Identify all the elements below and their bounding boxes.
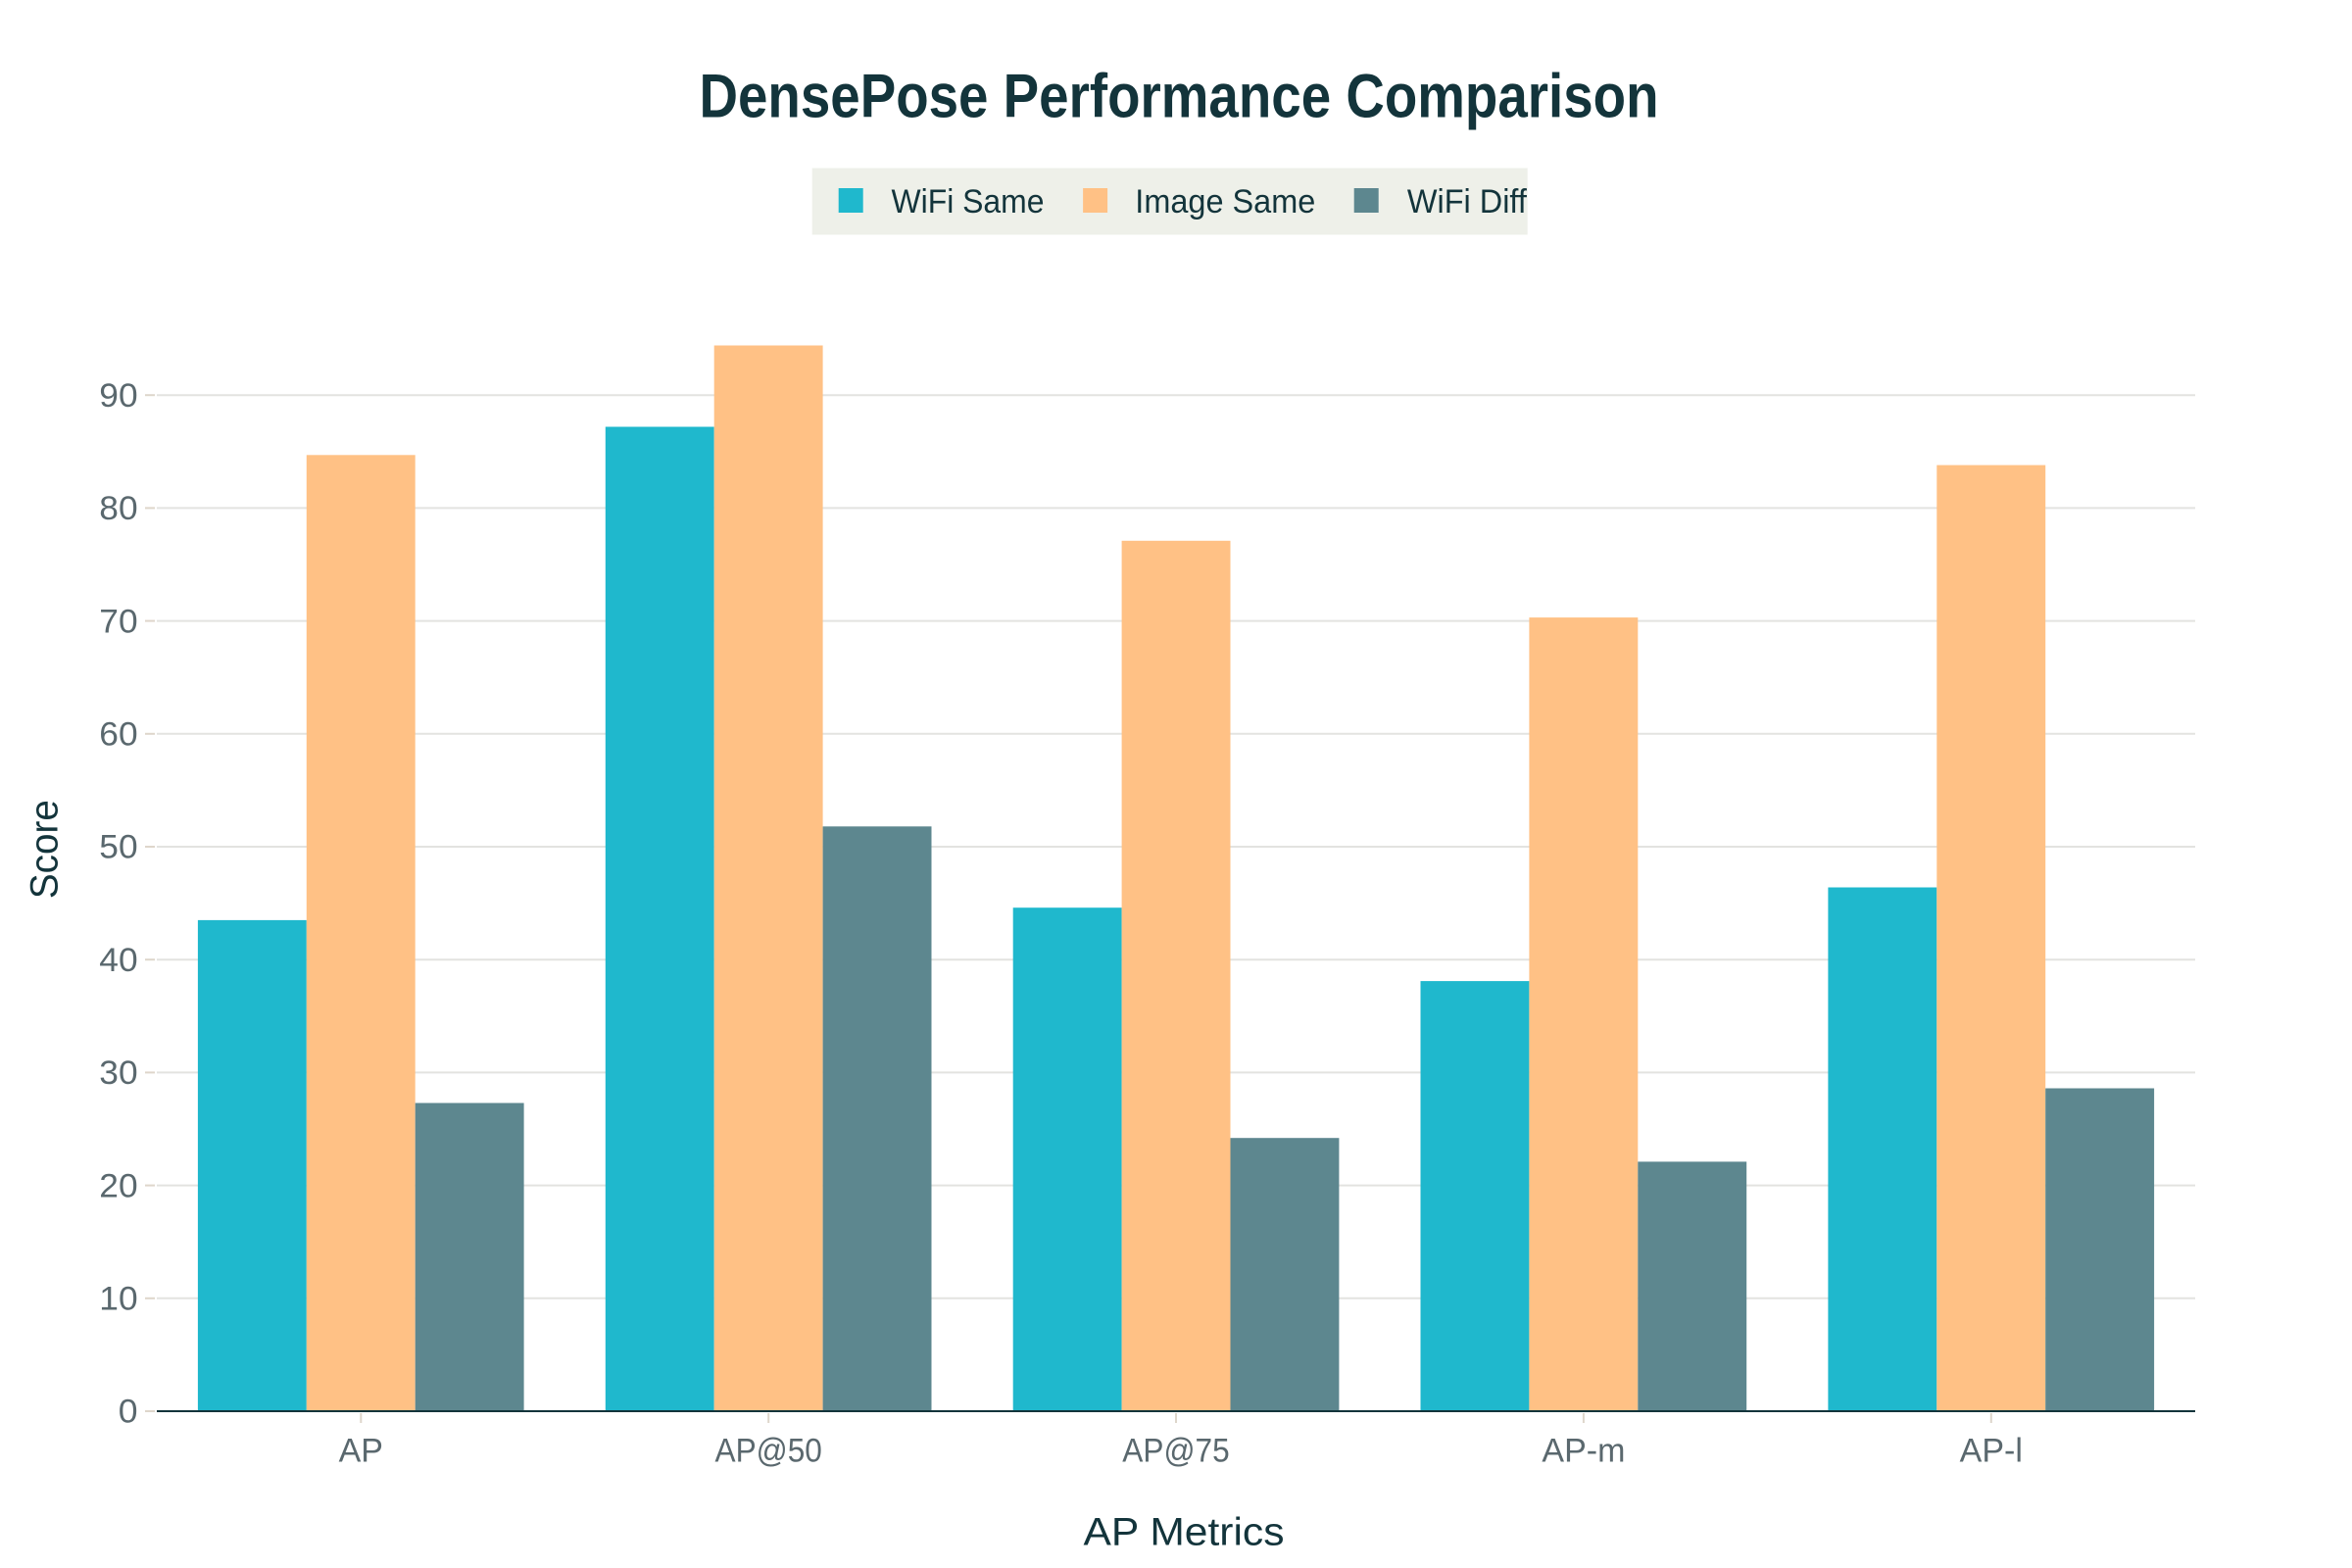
- svg-text:50: 50: [99, 829, 137, 866]
- svg-text:90: 90: [99, 377, 137, 415]
- svg-text:70: 70: [99, 603, 137, 640]
- svg-text:0: 0: [119, 1394, 138, 1431]
- svg-text:30: 30: [99, 1054, 137, 1092]
- svg-text:AP@75: AP@75: [1122, 1433, 1229, 1470]
- svg-text:Image Same: Image Same: [1135, 183, 1315, 220]
- svg-text:AP-l: AP-l: [1960, 1433, 2023, 1470]
- svg-text:WiFi Same: WiFi Same: [892, 183, 1045, 220]
- svg-text:20: 20: [99, 1167, 137, 1204]
- svg-text:WiFi Diff: WiFi Diff: [1407, 183, 1528, 220]
- svg-text:AP: AP: [339, 1433, 383, 1470]
- svg-text:AP@50: AP@50: [715, 1433, 822, 1470]
- svg-text:AP-m: AP-m: [1542, 1433, 1625, 1470]
- svg-text:80: 80: [99, 490, 137, 527]
- svg-text:AP Metrics: AP Metrics: [1084, 1510, 1285, 1553]
- svg-text:Score: Score: [23, 800, 66, 899]
- svg-text:60: 60: [99, 716, 137, 754]
- svg-text:10: 10: [99, 1281, 137, 1318]
- svg-text:40: 40: [99, 942, 137, 979]
- svg-text:DensePose Performance Comparis: DensePose Performance Comparison: [700, 63, 1659, 131]
